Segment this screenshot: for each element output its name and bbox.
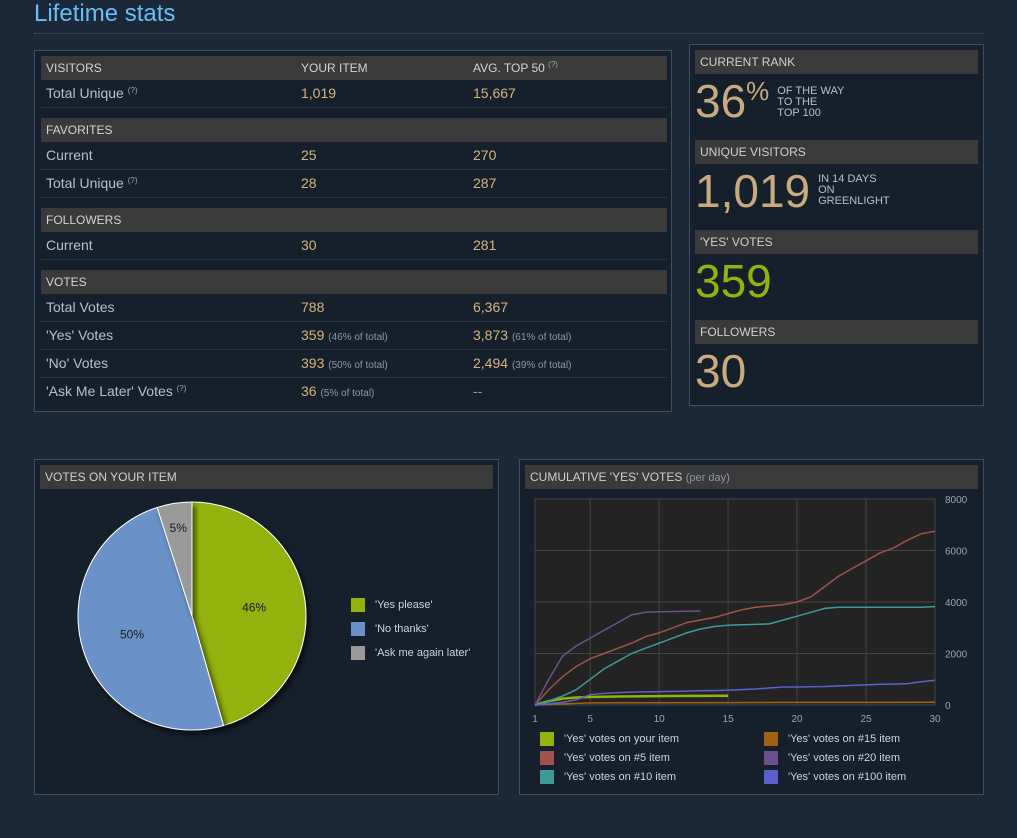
x-tick-label: 1 [532,714,538,725]
legend-item: 'No thanks' [351,622,470,636]
legend-item: 'Yes please' [351,598,470,612]
x-tick-label: 5 [587,714,593,725]
table-row: Total Unique (?) 28 287 [41,170,667,198]
legend-item: 'Yes' votes on your item [540,732,764,746]
help-icon[interactable]: (?) [548,60,558,69]
summary-panel: CURRENT RANK 36 % OF THE WAY TO THE TOP 10… [689,44,984,406]
visitors-header: VISITORS YOUR ITEM AVG. TOP 50 (?) [41,56,667,80]
series-line [534,610,701,706]
table-row: Current 30 281 [41,232,667,260]
legend-item: 'Yes' votes on #15 item [764,732,980,746]
series-line [534,530,936,706]
favorites-header: FAVORITES [41,118,667,142]
table-row: 'Ask Me Later' Votes (?) 36 (5% of total… [46,383,483,399]
pie-chart-title: VOTES ON YOUR ITEM [40,465,493,489]
pie-slice-label: 46% [242,600,266,614]
title-divider [34,33,984,34]
visitors-value: 1,019 [695,165,811,217]
series-line [534,694,729,707]
legend-item: 'Ask me again later' [351,646,470,660]
unique-visitors: UNIQUE VISITORS 1,019 IN 14 DAYS ON GREENL… [695,140,978,214]
followers-value: 30 [695,345,747,397]
pie-chart: 46% 50% 5% [77,501,307,731]
legend-item: 'Yes' votes on #5 item [540,751,764,765]
x-tick-label: 10 [654,714,666,725]
series-line [534,605,936,706]
line-chart-panel: CUMULATIVE 'YES' VOTES (per day) 0 2000 40… [519,459,984,795]
table-row: Current 25 270 [41,142,667,170]
pie-slice-label: 50% [120,627,144,641]
followers-header: FOLLOWERS [41,208,667,232]
help-icon[interactable]: (?) [127,176,138,185]
x-tick-label: 20 [792,714,804,725]
x-tick-label: 25 [860,714,872,725]
x-tick-label: 15 [723,714,735,725]
help-icon[interactable]: (?) [176,384,187,393]
pie-slice[interactable] [191,501,307,727]
y-tick-label: 4000 [945,598,968,609]
line-legend: 'Yes' votes on your item 'Yes' votes on … [540,732,980,784]
rank-value: 36 [695,75,747,127]
pie-legend: 'Yes please' 'No thanks' 'Ask me again l… [351,598,470,660]
legend-item: 'Yes' votes on #100 item [764,770,980,784]
series-line [534,701,936,706]
line-chart-title: CUMULATIVE 'YES' VOTES (per day) [525,465,978,489]
x-tick-label: 30 [929,714,941,725]
legend-item: 'Yes' votes on #10 item [540,770,764,784]
followers-summary: FOLLOWERS 30 [695,320,978,394]
pie-slice[interactable] [77,506,225,731]
current-rank: CURRENT RANK 36 % OF THE WAY TO THE TOP 10… [695,50,978,124]
series-line [534,679,936,706]
table-row: 'Yes' Votes 359 (46% of total) 3,873 (61… [41,322,667,350]
table-row: 'No' Votes 393 (50% of total) 2,494 (39%… [41,350,667,378]
y-tick-label: 8000 [945,495,968,506]
stats-table-panel: VISITORS YOUR ITEM AVG. TOP 50 (?) Total… [34,50,672,412]
page-title: Lifetime stats [34,0,176,27]
pie-slice[interactable] [156,501,193,617]
table-row: Total Unique (?) 1,019 15,667 [41,80,667,108]
legend-item: 'Yes' votes on #20 item [764,751,980,765]
help-icon[interactable]: (?) [127,86,138,95]
y-tick-label: 6000 [945,547,968,558]
votes-header: VOTES [41,270,667,294]
pie-chart-panel: VOTES ON YOUR ITEM 46% 50% 5% 'Yes please'… [34,459,499,795]
yes-votes-value: 359 [695,255,772,307]
y-tick-label: 0 [945,701,951,712]
stats-table: VISITORS YOUR ITEM AVG. TOP 50 (?) Total… [41,56,667,405]
pie-slice-label: 5% [170,521,188,535]
yes-votes: 'YES' VOTES 359 [695,230,978,304]
y-tick-label: 2000 [945,650,968,661]
table-row: Total Votes 788 6,367 [41,294,667,322]
